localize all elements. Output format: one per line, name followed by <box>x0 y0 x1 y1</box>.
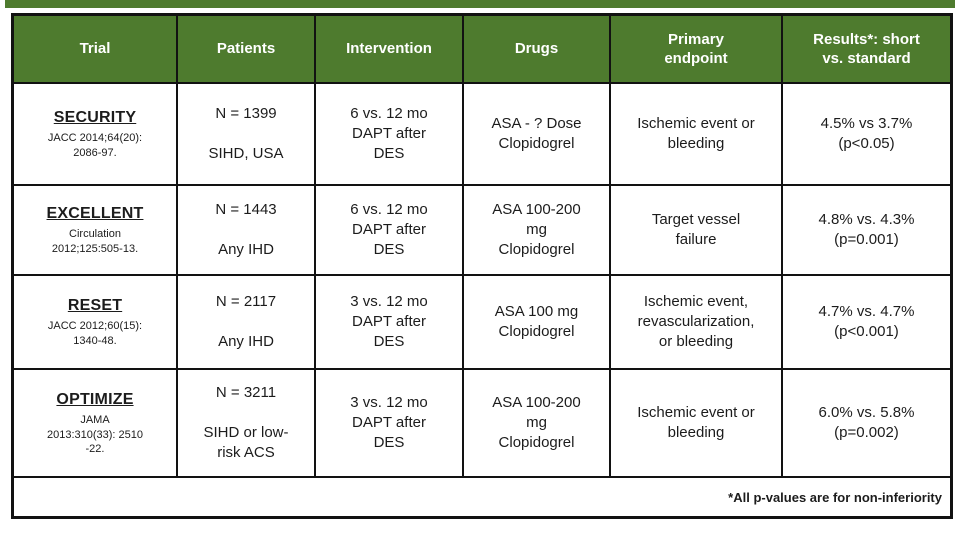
slide-top-border <box>5 0 955 8</box>
drugs-cell: ASA 100-200 mg Clopidogrel <box>464 370 609 476</box>
header-primary-endpoint: Primary endpoint <box>611 16 781 82</box>
header-intervention: Intervention <box>316 16 462 82</box>
results-cell: 4.5% vs 3.7% (p<0.05) <box>783 84 950 184</box>
trial-name: OPTIMIZE <box>56 390 134 408</box>
intervention-cell: 3 vs. 12 mo DAPT after DES <box>316 370 462 476</box>
intervention-cell: 6 vs. 12 mo DAPT after DES <box>316 84 462 184</box>
trial-citation: JACC 2012;60(15): 1340-48. <box>47 320 143 348</box>
trial-citation: Circulation 2012;125:505-13. <box>51 228 139 256</box>
trial-name: SECURITY <box>53 109 137 127</box>
trial-cell: SECURITY JACC 2014;64(20): 2086-97. <box>14 84 176 184</box>
results-cell: 4.7% vs. 4.7% (p<0.001) <box>783 276 950 368</box>
header-trial: Trial <box>14 16 176 82</box>
drugs-cell: ASA 100 mg Clopidogrel <box>464 276 609 368</box>
endpoint-cell: Ischemic event or bleeding <box>611 370 781 476</box>
footnote: *All p-values are for non-inferiority <box>14 478 950 516</box>
intervention-cell: 6 vs. 12 mo DAPT after DES <box>316 186 462 274</box>
patients-cell: N = 1399 SIHD, USA <box>178 84 314 184</box>
trial-citation: JAMA 2013:310(33): 2510 -22. <box>46 413 144 456</box>
trial-cell: EXCELLENT Circulation 2012;125:505-13. <box>14 186 176 274</box>
endpoint-cell: Ischemic event, revascularization, or bl… <box>611 276 781 368</box>
header-drugs: Drugs <box>464 16 609 82</box>
drugs-cell: ASA - ? Dose Clopidogrel <box>464 84 609 184</box>
patients-cell: N = 3211 SIHD or low- risk ACS <box>178 370 314 476</box>
trial-cell: OPTIMIZE JAMA 2013:310(33): 2510 -22. <box>14 370 176 476</box>
endpoint-cell: Target vessel failure <box>611 186 781 274</box>
patients-cell: N = 1443 Any IHD <box>178 186 314 274</box>
results-cell: 6.0% vs. 5.8% (p=0.002) <box>783 370 950 476</box>
dapt-trials-table: Trial Patients Intervention Drugs Primar… <box>11 13 953 519</box>
trial-citation: JACC 2014;64(20): 2086-97. <box>47 132 143 160</box>
header-results: Results*: short vs. standard <box>783 16 950 82</box>
drugs-cell: ASA 100-200 mg Clopidogrel <box>464 186 609 274</box>
results-cell: 4.8% vs. 4.3% (p=0.001) <box>783 186 950 274</box>
header-patients: Patients <box>178 16 314 82</box>
trial-name: EXCELLENT <box>46 205 144 223</box>
intervention-cell: 3 vs. 12 mo DAPT after DES <box>316 276 462 368</box>
endpoint-cell: Ischemic event or bleeding <box>611 84 781 184</box>
trial-name: RESET <box>67 297 123 315</box>
trial-cell: RESET JACC 2012;60(15): 1340-48. <box>14 276 176 368</box>
patients-cell: N = 2117 Any IHD <box>178 276 314 368</box>
